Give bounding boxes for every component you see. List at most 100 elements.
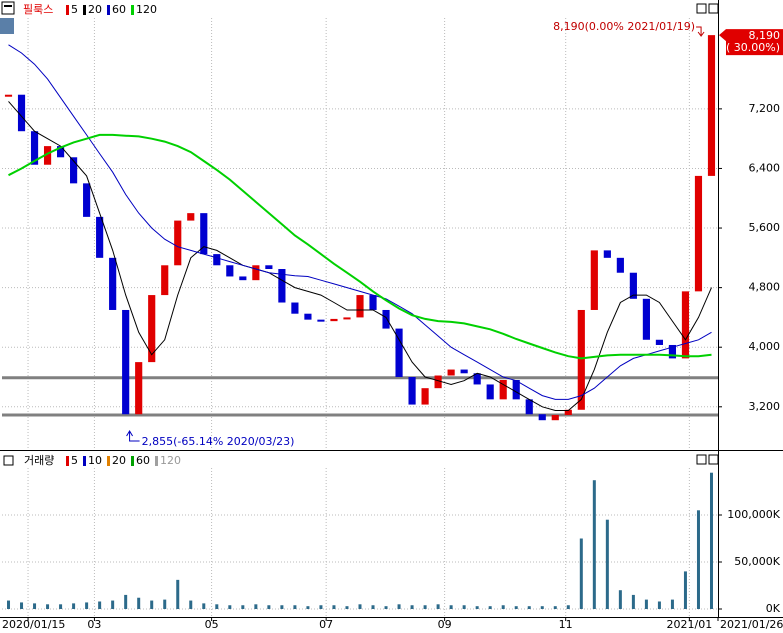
volume-bar <box>553 606 557 610</box>
low-annotation: 2,855(-65.14% 2020/03/23) <box>142 435 295 448</box>
volume-bar <box>111 600 115 610</box>
volume-bar <box>280 605 284 610</box>
volume-bar <box>7 600 11 610</box>
candle <box>577 309 585 410</box>
candle <box>395 328 403 378</box>
candle <box>421 388 429 405</box>
candle <box>590 250 598 310</box>
volume-bar <box>631 594 635 610</box>
x-tick-label: 09 <box>438 618 452 631</box>
candle <box>43 146 52 165</box>
volume-bar <box>696 510 700 610</box>
volume-bar <box>644 599 648 610</box>
candle <box>512 379 520 400</box>
legend-label: 5 <box>71 3 78 16</box>
volume-bar <box>462 605 466 610</box>
volume-bar <box>59 604 63 610</box>
panel-icon <box>1 1 15 15</box>
candle <box>655 339 663 345</box>
volume-bar <box>150 600 154 610</box>
candle <box>538 414 546 421</box>
candle <box>122 309 130 415</box>
volume-bar <box>137 597 141 610</box>
window-button[interactable] <box>708 454 719 465</box>
legend-label: 60 <box>112 3 126 16</box>
window-button[interactable] <box>708 3 719 14</box>
x-tick-label: 03 <box>87 618 101 631</box>
volume-bar <box>423 605 427 610</box>
candle <box>525 399 533 415</box>
candle <box>473 373 481 385</box>
candle <box>694 175 703 292</box>
volume-bar <box>228 605 232 610</box>
volume-bar <box>293 605 297 610</box>
volume-bar <box>449 605 453 610</box>
volume-bar <box>397 604 401 610</box>
candle <box>447 369 455 376</box>
candle <box>707 35 716 176</box>
x-tick-label: 2021/01/26 <box>720 618 783 631</box>
x-tick-label: 11 <box>559 618 573 631</box>
volume-bar <box>592 480 596 610</box>
low-arrow <box>126 430 140 442</box>
volume-bar <box>488 606 492 610</box>
volume-bar <box>20 602 24 610</box>
candle <box>369 295 377 310</box>
plot <box>2 35 718 610</box>
legend-label: 60 <box>136 454 150 467</box>
volume-bar <box>189 600 193 610</box>
legend-swatch <box>83 5 86 15</box>
candle <box>174 220 182 266</box>
legend-swatch <box>155 456 158 466</box>
ma-20 <box>8 101 712 411</box>
price-title: 필룩스 <box>23 3 53 16</box>
last-change: ( 30.00%) <box>726 41 780 54</box>
panel-icon <box>3 455 14 466</box>
candle <box>616 257 624 273</box>
volume-bar <box>267 605 271 610</box>
legend-label: 20 <box>112 454 126 467</box>
volume-bar <box>306 606 310 610</box>
candle <box>668 344 677 359</box>
candle <box>330 318 338 322</box>
volume-bar <box>332 605 336 610</box>
candle <box>96 216 104 258</box>
volume-bar <box>215 604 219 610</box>
volume-bar <box>683 571 687 610</box>
legend-swatch <box>83 456 86 466</box>
side-tab[interactable] <box>0 18 14 34</box>
candle <box>83 183 91 217</box>
candle <box>200 213 208 255</box>
volume-title: 거래량 <box>24 454 54 467</box>
volume-bar <box>98 601 102 610</box>
volume-bar <box>202 603 206 610</box>
y-tick-label: 5,600 <box>749 221 781 234</box>
volume-bar <box>124 594 128 610</box>
high-annotation: 8,190(0.00% 2021/01/19) <box>553 20 695 33</box>
candle <box>499 379 507 400</box>
panel-icon-bar <box>4 5 12 7</box>
volume-bar <box>501 605 505 610</box>
window-button[interactable] <box>696 454 707 465</box>
volume-bar <box>527 606 531 610</box>
candle <box>17 94 26 132</box>
legend-swatch <box>131 456 134 466</box>
candle <box>70 157 78 184</box>
volume-bar <box>436 604 440 610</box>
high-arrow <box>696 26 705 37</box>
volume-bar <box>410 605 414 610</box>
y-tick-label: 100,000K <box>727 508 780 521</box>
legend-label: 10 <box>88 454 102 467</box>
volume-bar <box>540 606 544 610</box>
candle <box>551 414 559 421</box>
volume-bar <box>176 579 180 610</box>
candle <box>226 265 234 277</box>
volume-bar <box>319 605 323 610</box>
ma-60 <box>8 44 712 400</box>
candle <box>343 317 351 320</box>
legend-swatch <box>131 5 134 15</box>
y-tick-label: 4,000 <box>749 340 781 353</box>
window-button[interactable] <box>696 3 707 14</box>
volume-bar <box>579 538 583 610</box>
